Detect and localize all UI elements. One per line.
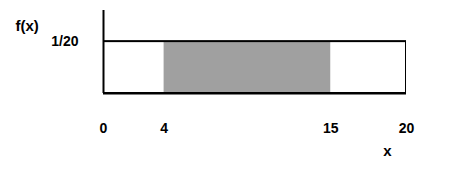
svg-text:x: x	[383, 142, 392, 159]
svg-text:4: 4	[160, 120, 168, 136]
svg-text:15: 15	[323, 120, 339, 136]
svg-text:20: 20	[399, 120, 415, 136]
svg-text:f(x): f(x)	[16, 17, 39, 34]
svg-text:1/20: 1/20	[51, 33, 78, 49]
svg-text:0: 0	[100, 120, 108, 136]
